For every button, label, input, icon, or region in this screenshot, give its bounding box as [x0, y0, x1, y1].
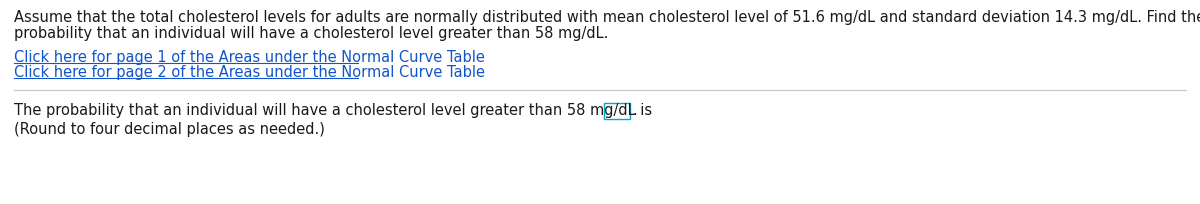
FancyBboxPatch shape [604, 103, 630, 119]
Text: .: . [632, 103, 637, 118]
Text: The probability that an individual will have a cholesterol level greater than 58: The probability that an individual will … [14, 103, 652, 118]
Text: Click here for page 1 of the Areas under the Normal Curve Table: Click here for page 1 of the Areas under… [14, 50, 485, 65]
Text: Assume that the total cholesterol levels for adults are normally distributed wit: Assume that the total cholesterol levels… [14, 10, 1200, 25]
Text: (Round to four decimal places as needed.): (Round to four decimal places as needed.… [14, 122, 325, 137]
Text: probability that an individual will have a cholesterol level greater than 58 mg/: probability that an individual will have… [14, 26, 608, 41]
Text: Click here for page 2 of the Areas under the Normal Curve Table: Click here for page 2 of the Areas under… [14, 65, 485, 80]
